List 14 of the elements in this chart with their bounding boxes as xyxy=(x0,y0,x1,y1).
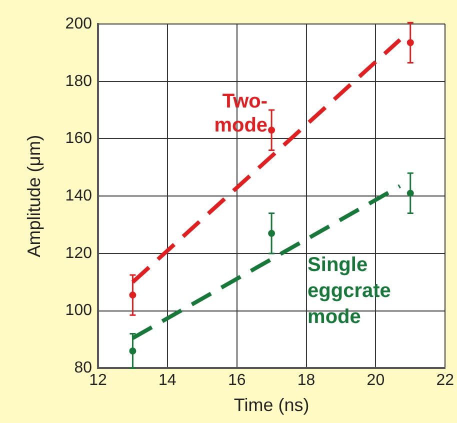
x-tick-label: 12 xyxy=(89,372,107,390)
y-tick-label: 140 xyxy=(65,188,92,205)
y-tick-label: 160 xyxy=(65,130,92,148)
x-tick-label: 22 xyxy=(436,372,454,390)
y-tick-label: 120 xyxy=(65,244,92,262)
y-axis-title: Amplitude (μm) xyxy=(24,134,44,258)
x-tick-label: 18 xyxy=(297,372,316,390)
y-tick-label: 100 xyxy=(65,302,92,320)
x-tick-label: 14 xyxy=(158,372,176,390)
y-tick-label: 180 xyxy=(65,72,92,90)
x-tick-label: 16 xyxy=(228,372,246,390)
x-tick-label: 20 xyxy=(366,372,385,390)
x-axis-title: Time (ns) xyxy=(234,395,310,416)
y-tick-label: 200 xyxy=(65,15,92,32)
